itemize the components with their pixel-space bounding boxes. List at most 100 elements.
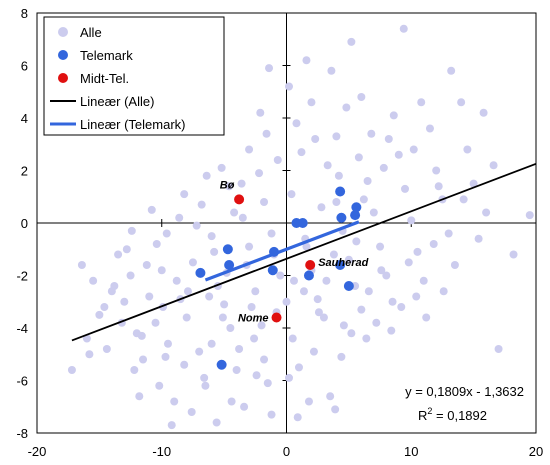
point-alle [385,135,393,143]
point-alle [362,335,370,343]
r-squared-value: = 0,1892 [432,408,487,423]
legend-label-midt-tel: Midt-Tel. [80,71,129,86]
point-alle [420,277,428,285]
point-alle [360,195,368,203]
point-alle [445,230,453,238]
point-alle [405,258,413,266]
point-alle [188,408,196,416]
point-alle [260,198,268,206]
point-alle [250,335,258,343]
point-alle [412,293,420,301]
point-alle [526,211,534,219]
point-alle [240,403,248,411]
point-alle [208,340,216,348]
point-alle [380,164,388,172]
point-alle [268,230,276,238]
point-alle [200,374,208,382]
point-alle [230,209,238,217]
y-tick-label: 2 [21,164,28,179]
point-alle [180,190,188,198]
point-alle [268,411,276,419]
legend-label-telemark-trend: Lineær (Telemark) [80,117,185,132]
trendlines [72,164,536,341]
legend-label-alle: Alle [80,25,102,40]
y-tick-label: 0 [21,216,28,231]
point-alle [335,172,343,180]
point-alle [376,243,384,251]
point-telemark [269,247,279,257]
point-alle [327,67,335,75]
point-alle [274,156,282,164]
point-alle [372,319,380,327]
point-alle [292,119,300,127]
x-tick-label: -10 [152,444,171,459]
point-alle [205,293,213,301]
point-label: Sauherad [318,257,368,269]
y-tick-label: 8 [21,6,28,21]
point-alle [413,248,421,256]
point-alle [114,251,122,259]
point-alle [365,287,373,295]
point-alle [397,303,405,311]
x-tick-labels: -20 -10 0 10 20 [28,219,544,459]
y-tick-label: -8 [16,426,28,441]
point-alle [285,374,293,382]
point-alle [410,146,418,154]
point-alle [314,295,322,303]
point-alle [367,130,375,138]
point-label: Bø [220,179,235,191]
point-alle [332,132,340,140]
point-alle [297,148,305,156]
point-alle [340,321,348,329]
point-alle [158,266,166,274]
point-alle [163,230,171,238]
legend-marker-telemark [58,50,68,60]
point-alle [475,235,483,243]
point-alle [432,167,440,175]
x-tick-label: 0 [283,444,290,459]
point-alle [317,203,325,211]
legend: Alle Telemark Midt-Tel. Lineær (Alle) Li… [44,17,224,135]
point-telemark [351,202,361,212]
point-alle [256,109,264,117]
point-alle [128,227,136,235]
point-alle [422,314,430,322]
point-alle [480,109,488,117]
point-alle [463,146,471,154]
point-alle [130,366,138,374]
point-alle [326,392,334,400]
legend-label-alle-trend: Lineær (Alle) [80,94,154,109]
point-alle [264,379,272,387]
point-alle [482,209,490,217]
point-alle [315,308,323,316]
point-alle [189,258,197,266]
point-alle [135,392,143,400]
point-alle [161,353,169,361]
point-alle [173,277,181,285]
point-alle [377,266,385,274]
point-alle [184,287,192,295]
point-alle [226,324,234,332]
point-alle [123,245,131,253]
point-midt-tel [272,313,282,323]
point-alle [218,164,226,172]
y-tick-label: 4 [21,111,28,126]
point-alle [364,177,372,185]
point-alle [164,340,172,348]
legend-marker-midt-tel [58,73,68,83]
point-alle [324,161,332,169]
point-alle [251,287,259,295]
legend-label-telemark: Telemark [80,48,133,63]
point-alle [195,348,203,356]
point-alle [401,185,409,193]
point-alle [295,363,303,371]
r-squared-prefix: R [418,408,427,423]
point-alle [127,272,135,280]
point-alle [95,311,103,319]
point-alle [460,195,468,203]
point-alle [210,248,218,256]
point-alle [357,93,365,101]
point-alle [235,345,243,353]
point-alle [220,300,228,308]
